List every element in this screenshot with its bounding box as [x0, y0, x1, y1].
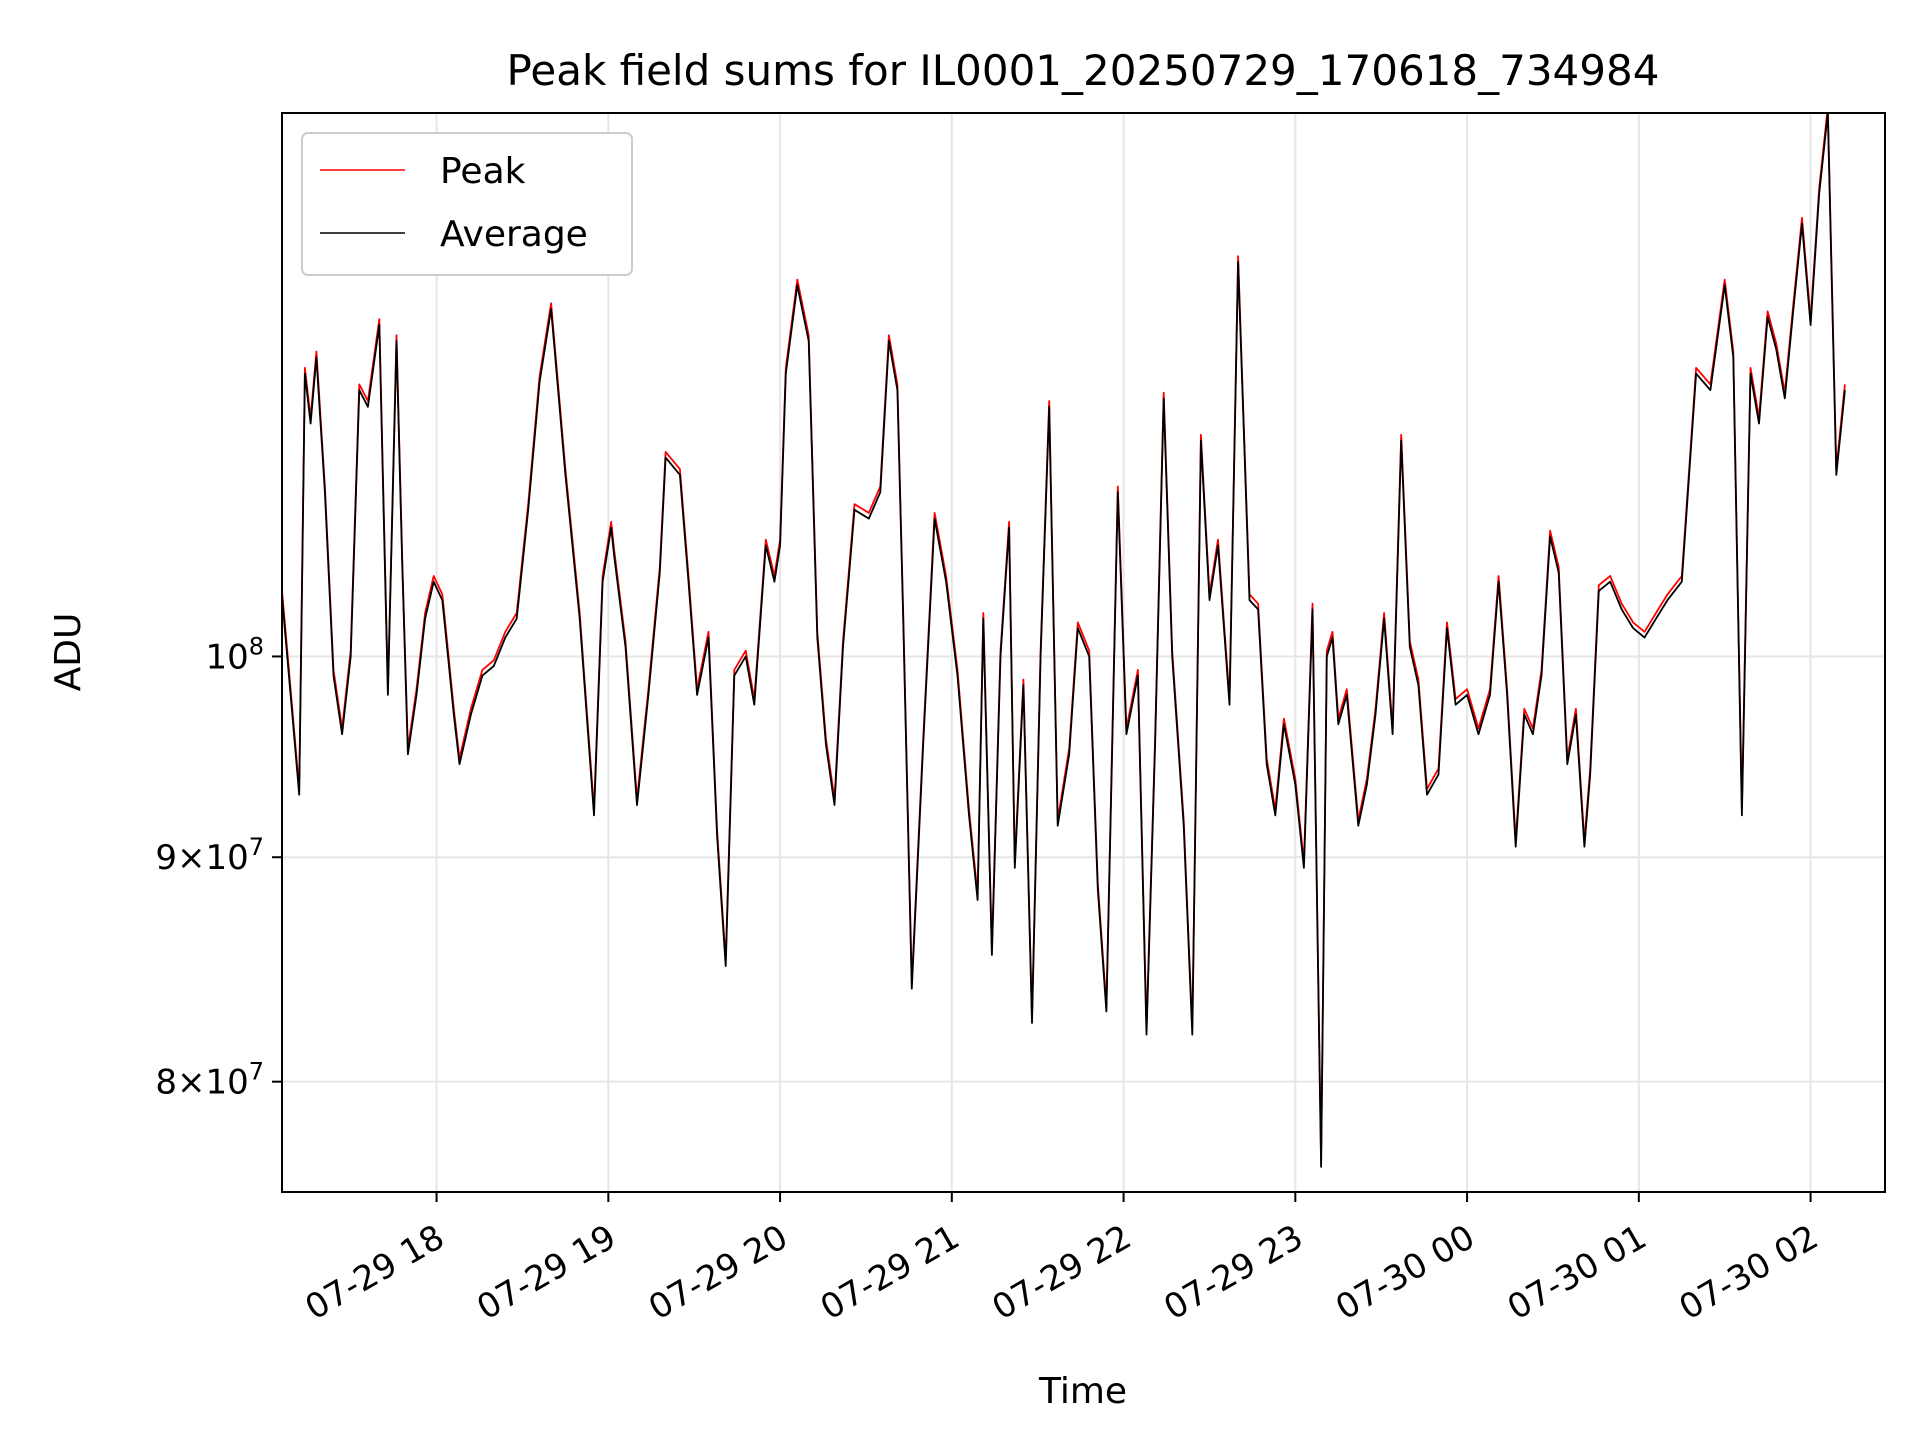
series-lines: [282, 113, 1846, 1168]
legend-label-peak: Peak: [440, 151, 526, 192]
plot-area: [282, 113, 1885, 1192]
y-tick-label: 9×107: [155, 833, 264, 878]
series-line-average: [282, 113, 1846, 1168]
y-tick-label: 8×107: [155, 1058, 264, 1103]
y-axis-label: ADU: [48, 613, 89, 692]
grid: [282, 113, 1885, 1192]
legend: Peak Average: [301, 132, 633, 276]
y-tick-label: 108: [205, 632, 264, 677]
legend-box: [301, 132, 633, 276]
y-axis: 8×107 9×107 108: [155, 632, 282, 1103]
plot-frame: [281, 112, 1886, 1193]
chart-title: Peak field sums for IL0001_20250729_1706…: [507, 46, 1660, 95]
x-axis-label: Time: [1038, 1371, 1127, 1412]
legend-label-average: Average: [440, 214, 588, 255]
